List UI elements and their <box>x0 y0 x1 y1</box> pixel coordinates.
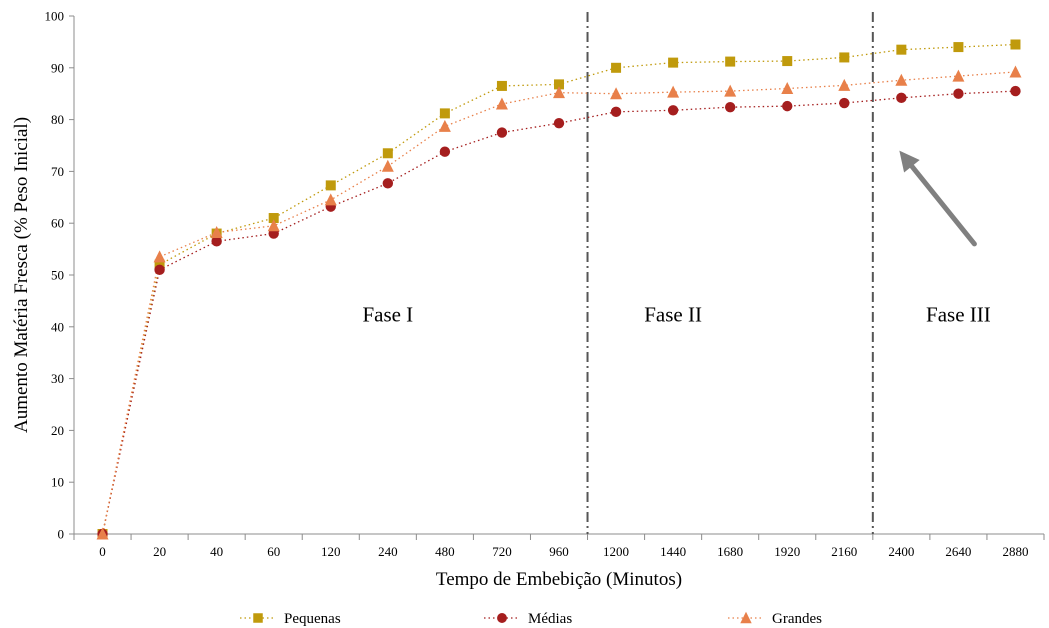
y-tick-label: 0 <box>58 527 65 542</box>
series-markers <box>96 39 1022 540</box>
legend-label-medias: Médias <box>528 611 572 627</box>
x-tick-label: 40 <box>210 544 223 559</box>
x-tick-label: 2160 <box>831 544 857 559</box>
data-point-grandes <box>724 84 737 97</box>
series-line-grandes <box>101 71 1016 535</box>
legend-label-pequenas: Pequenas <box>284 611 341 627</box>
data-point-pequenas <box>725 56 736 67</box>
y-tick-label: 60 <box>51 216 64 231</box>
x-tick-label: 1680 <box>717 544 743 559</box>
data-point-medias <box>782 100 793 112</box>
data-point-grandes <box>495 97 508 110</box>
legend-label-grandes: Grandes <box>772 611 822 627</box>
x-tick-label: 960 <box>549 544 569 559</box>
data-point-grandes <box>952 69 965 82</box>
data-point-pequenas <box>554 79 564 90</box>
x-tick-label: 1920 <box>774 544 800 559</box>
data-point-grandes <box>610 87 623 100</box>
data-point-medias <box>1010 85 1021 97</box>
data-point-grandes <box>438 119 451 132</box>
data-point-medias <box>896 92 907 104</box>
x-tick-label: 2400 <box>888 544 914 559</box>
y-tick-label: 30 <box>51 371 64 386</box>
x-tick-label: 480 <box>435 544 455 559</box>
x-tick-label: 720 <box>492 544 512 559</box>
data-point-medias <box>553 118 565 129</box>
data-point-pequenas <box>1010 39 1021 50</box>
legend: Pequenas Médias Grandes <box>240 611 822 627</box>
y-tick-label: 50 <box>51 268 64 283</box>
annotations: Fase I Fase II Fase III <box>362 150 991 327</box>
data-point-pequenas <box>496 80 507 91</box>
data-point-medias <box>439 146 451 157</box>
data-point-medias <box>953 88 964 99</box>
y-tick-label: 10 <box>51 475 64 490</box>
data-point-pequenas <box>668 57 679 68</box>
data-point-medias <box>667 105 679 116</box>
data-point-pequenas <box>896 44 907 55</box>
data-point-grandes <box>667 85 680 98</box>
data-point-medias <box>724 101 736 113</box>
x-tick-label: 0 <box>99 544 106 559</box>
phase-dividers <box>586 12 874 534</box>
data-point-medias <box>154 264 165 276</box>
series-line-pequenas <box>101 43 1016 535</box>
x-tick-label: 2880 <box>1002 544 1028 559</box>
data-point-grandes <box>267 219 280 232</box>
data-point-grandes <box>1009 65 1022 78</box>
axes: 0 10 20 30 40 50 60 70 80 90 100 0 20 40 60 120 240 480 72… <box>11 9 1045 590</box>
arrow-icon <box>909 163 977 247</box>
data-point-medias <box>211 236 222 247</box>
data-point-grandes <box>781 82 794 95</box>
legend-marker-medias <box>497 613 507 623</box>
data-point-medias <box>839 97 850 109</box>
phase-label: Fase I <box>362 303 413 327</box>
x-tick-label: 20 <box>153 544 166 559</box>
data-point-pequenas <box>782 56 793 67</box>
y-tick-label: 20 <box>51 423 64 438</box>
data-point-grandes <box>210 226 223 239</box>
series-lines <box>101 43 1016 535</box>
legend-marker-pequenas <box>253 613 263 623</box>
data-point-medias <box>382 178 394 189</box>
data-point-pequenas <box>325 180 336 191</box>
data-point-pequenas <box>382 148 393 159</box>
phase-label: Fase III <box>926 303 991 327</box>
data-point-grandes <box>895 73 908 86</box>
data-point-medias <box>610 106 622 118</box>
x-axis-title: Tempo de Embebição (Minutos) <box>436 569 682 590</box>
data-point-pequenas <box>953 42 964 53</box>
x-tick-label: 1440 <box>660 544 686 559</box>
data-point-pequenas <box>268 213 279 224</box>
x-tick-label: 60 <box>267 544 280 559</box>
y-tick-label: 70 <box>51 164 64 179</box>
arrow-head-icon <box>899 150 920 173</box>
y-axis-title: Aumento Matéria Fresca (% Peso Inicial) <box>11 117 32 433</box>
phase-label: Fase II <box>644 303 702 327</box>
data-point-medias <box>496 127 508 138</box>
data-point-grandes <box>553 86 565 99</box>
data-point-pequenas <box>839 52 850 63</box>
data-point-grandes <box>153 250 166 263</box>
data-point-pequenas <box>611 62 622 73</box>
x-tick-label: 240 <box>378 544 398 559</box>
y-tick-label: 100 <box>45 9 65 24</box>
legend-marker-grandes <box>740 611 752 624</box>
data-point-pequenas <box>439 108 450 119</box>
data-point-grandes <box>381 159 394 172</box>
series-line-medias <box>101 90 1016 535</box>
x-tick-label: 120 <box>321 544 341 559</box>
y-tick-label: 90 <box>51 60 64 75</box>
x-tick-label: 2640 <box>945 544 971 559</box>
data-point-grandes <box>96 527 109 540</box>
data-point-grandes <box>324 193 337 206</box>
data-point-grandes <box>838 78 851 91</box>
y-tick-label: 80 <box>51 112 64 127</box>
y-tick-label: 40 <box>51 319 64 334</box>
x-tick-label: 1200 <box>603 544 629 559</box>
